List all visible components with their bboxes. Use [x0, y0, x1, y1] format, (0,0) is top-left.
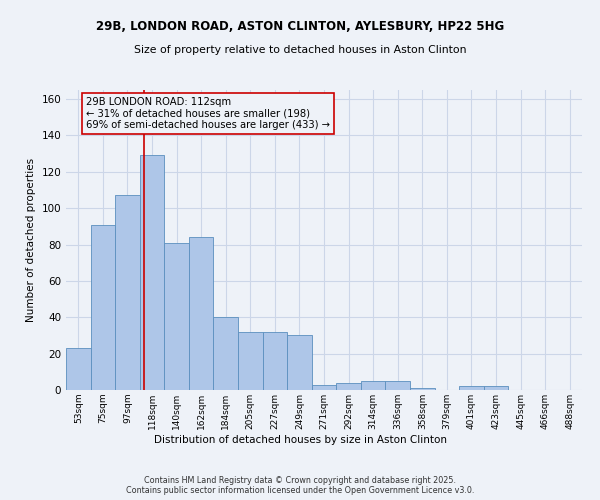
Bar: [214, 318, 238, 390]
Text: 29B LONDON ROAD: 112sqm
← 31% of detached houses are smaller (198)
69% of semi-d: 29B LONDON ROAD: 112sqm ← 31% of detache…: [86, 98, 329, 130]
Text: Size of property relative to detached houses in Aston Clinton: Size of property relative to detached ho…: [134, 45, 466, 55]
Bar: [361, 381, 385, 390]
Bar: [140, 156, 164, 390]
Bar: [410, 388, 434, 390]
Bar: [164, 242, 189, 390]
Text: 29B, LONDON ROAD, ASTON CLINTON, AYLESBURY, HP22 5HG: 29B, LONDON ROAD, ASTON CLINTON, AYLESBU…: [96, 20, 504, 33]
Bar: [287, 336, 312, 390]
Bar: [459, 386, 484, 390]
Text: Contains HM Land Registry data © Crown copyright and database right 2025.
Contai: Contains HM Land Registry data © Crown c…: [126, 476, 474, 495]
Bar: [312, 384, 336, 390]
Text: Distribution of detached houses by size in Aston Clinton: Distribution of detached houses by size …: [154, 435, 446, 445]
Bar: [115, 196, 140, 390]
Bar: [66, 348, 91, 390]
Bar: [263, 332, 287, 390]
Bar: [91, 224, 115, 390]
Y-axis label: Number of detached properties: Number of detached properties: [26, 158, 36, 322]
Bar: [238, 332, 263, 390]
Bar: [189, 238, 214, 390]
Bar: [336, 382, 361, 390]
Bar: [484, 386, 508, 390]
Bar: [385, 381, 410, 390]
